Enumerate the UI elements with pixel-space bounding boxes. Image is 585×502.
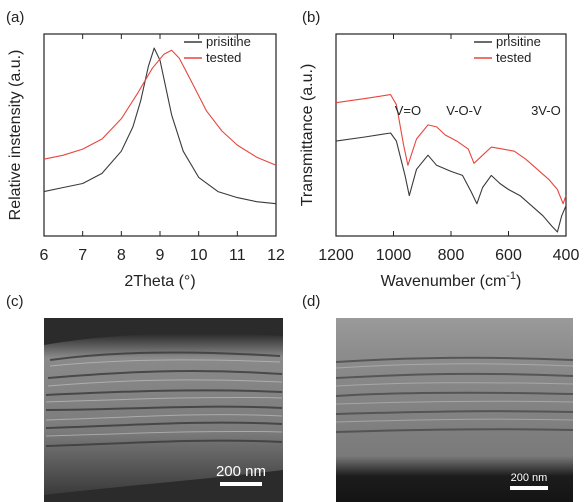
panel-label-c: (c) bbox=[6, 293, 24, 310]
x-tick-label: 8 bbox=[117, 247, 126, 264]
x-tick-label: 10 bbox=[190, 247, 208, 264]
x-tick-label: 7 bbox=[78, 247, 87, 264]
sem-image-c: 200 nm bbox=[44, 318, 283, 502]
sem-image-d: 200 nm bbox=[336, 318, 573, 502]
annotation-label: V-O-V bbox=[446, 103, 482, 118]
x-tick-label: 9 bbox=[156, 247, 165, 264]
ftir-chart: 1200 1000 800 600 400 Wavenumber (cm-1) Transm… bbox=[299, 33, 580, 290]
panel-label-a: (a) bbox=[6, 9, 24, 26]
x-tick-label: 11 bbox=[229, 247, 246, 264]
legend-label: tested bbox=[496, 50, 531, 65]
legend-label: prisitine bbox=[206, 34, 251, 49]
x-tick-label: 1000 bbox=[376, 247, 412, 264]
scale-label-c: 200 nm bbox=[216, 463, 266, 480]
annotation-label: V=O bbox=[395, 103, 421, 118]
x-tick-label: 800 bbox=[438, 247, 465, 264]
series-line-tested bbox=[43, 49, 277, 166]
x-tick-label: 600 bbox=[495, 247, 522, 264]
x-tick-label: 6 bbox=[40, 247, 49, 264]
legend-label: tested bbox=[206, 50, 241, 65]
x-axis-label: 2Theta (°) bbox=[124, 273, 195, 290]
xrd-chart: 6 7 8 9 10 11 12 2Theta (°) Relative instensity … bbox=[7, 33, 285, 290]
legend-label: prisitine bbox=[496, 34, 541, 49]
x-tick-label: 12 bbox=[267, 247, 285, 264]
x-tick-label: 400 bbox=[553, 247, 580, 264]
panel-label-d: (d) bbox=[302, 293, 320, 310]
y-axis-label: Relative instensity (a.u.) bbox=[7, 50, 24, 221]
scale-bar-c bbox=[220, 482, 262, 486]
series-line-prisitine bbox=[43, 47, 277, 205]
y-axis-label: Transmittance (a.u.) bbox=[299, 64, 316, 207]
scale-label-d: 200 nm bbox=[511, 472, 548, 484]
x-tick-label: 1200 bbox=[318, 247, 354, 264]
series-line-prisitine bbox=[335, 132, 567, 233]
x-axis-label: Wavenumber (cm-1) bbox=[381, 270, 522, 290]
panel-label-b: (b) bbox=[302, 9, 320, 26]
annotation-label: 3V-O bbox=[531, 103, 561, 118]
series-line-tested bbox=[335, 94, 567, 205]
scale-bar-d bbox=[510, 486, 548, 490]
